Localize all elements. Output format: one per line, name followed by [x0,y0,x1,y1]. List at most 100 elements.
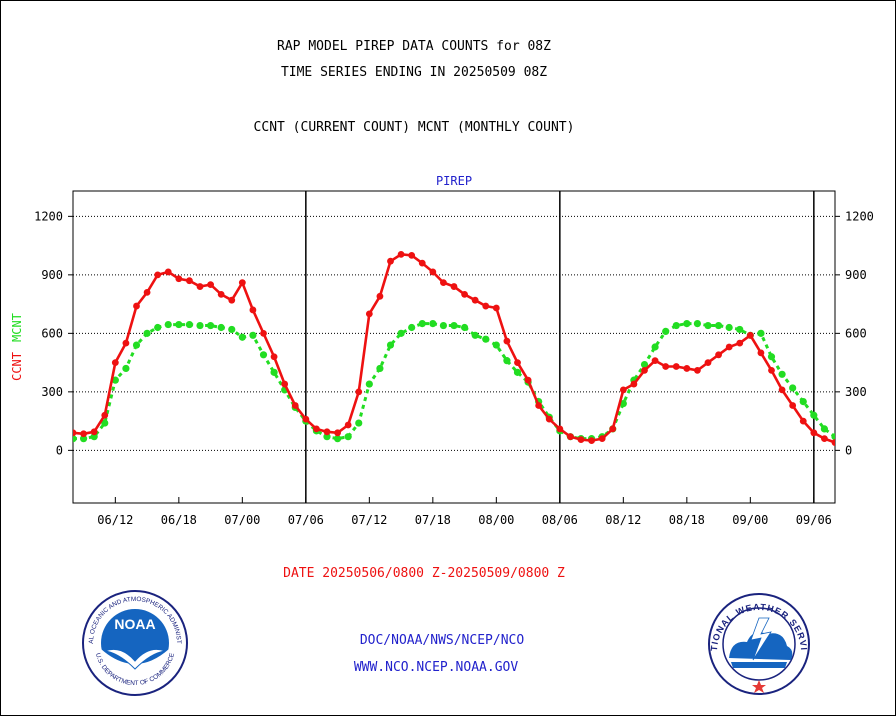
x-tick-label: 08/12 [605,513,641,527]
point-mcnt [799,398,807,406]
point-ccnt [630,380,638,388]
point-ccnt [101,411,109,419]
point-mcnt [714,321,723,330]
point-ccnt [122,339,130,347]
point-ccnt [545,415,553,423]
point-ccnt [778,386,786,394]
point-ccnt [376,292,384,300]
point-mcnt [704,321,712,330]
nws-logo: NATIONAL WEATHER SERVICE [707,592,810,695]
point-ccnt [704,359,712,366]
point-mcnt [90,433,98,441]
point-ccnt [598,435,606,443]
y-tick-label-left: 600 [41,326,63,340]
point-ccnt [164,268,172,276]
point-mcnt [344,433,352,441]
point-mcnt [619,399,627,408]
website-label: WWW.NCO.NCEP.NOAA.GOV [353,660,519,675]
point-mcnt [460,323,469,332]
point-ccnt [757,349,765,357]
x-tick-label: 07/18 [415,513,451,527]
x-tick-label: 07/06 [288,513,324,527]
x-tick-label: 06/18 [161,513,197,527]
point-mcnt [450,321,458,330]
point-ccnt [641,367,648,374]
y-tick-label-right: 1200 [845,209,874,223]
point-ccnt [73,429,77,437]
point-mcnt [175,320,183,329]
point-mcnt [789,384,797,392]
point-mcnt [831,433,835,441]
point-mcnt [376,364,384,373]
x-tick-label: 08/06 [542,513,578,527]
point-ccnt [133,302,140,310]
point-ccnt [408,251,416,259]
point-ccnt [556,425,564,433]
x-tick-label: 07/00 [224,513,260,527]
point-ccnt [799,417,807,425]
point-mcnt [196,321,204,330]
x-tick-label: 09/06 [796,513,832,527]
point-mcnt [429,320,437,328]
point-ccnt [429,268,437,276]
y-tick-label-left: 300 [41,385,63,399]
series-layer [73,250,835,446]
point-mcnt [820,425,829,433]
point-mcnt [73,435,77,443]
chart-subtitle: CCNT (CURRENT COUNT) MCNT (MONTHLY COUNT… [253,120,575,135]
point-ccnt [249,306,257,314]
x-tick-label: 07/12 [351,513,387,527]
point-ccnt [365,310,373,318]
y-label-ccnt: CCNT [10,352,24,381]
point-mcnt [143,329,151,337]
point-ccnt [291,402,299,409]
point-ccnt [238,279,246,287]
point-mcnt [206,321,215,330]
point-ccnt [450,283,458,290]
point-ccnt [471,296,479,304]
y-tick-label-right: 0 [845,443,852,457]
y-tick-label-right: 900 [845,268,867,282]
point-ccnt [344,421,352,429]
point-ccnt [80,430,87,438]
point-ccnt [694,367,701,374]
chart-title-line1: RAP MODEL PIREP DATA COUNTS for 08Z [277,39,551,54]
point-ccnt [683,365,691,372]
point-mcnt [323,433,331,441]
point-ccnt [715,351,722,359]
point-ccnt [662,363,670,370]
point-ccnt [90,428,98,436]
point-mcnt [333,435,342,443]
point-mcnt [101,419,109,427]
x-tick-label: 08/00 [478,513,514,527]
point-ccnt [492,304,500,312]
noaa-logo-text: NOAA [114,616,155,632]
point-ccnt [461,290,468,298]
point-mcnt [185,320,194,329]
point-mcnt [217,323,225,332]
point-mcnt [270,368,278,376]
point-ccnt [514,359,521,366]
point-ccnt [111,359,119,366]
point-ccnt [651,357,659,365]
point-ccnt [736,339,744,347]
point-ccnt [313,425,320,433]
chart-title-line2: TIME SERIES ENDING IN 20250509 08Z [280,65,548,80]
point-ccnt [387,257,394,265]
point-ccnt [725,343,733,351]
point-mcnt [132,341,141,349]
point-ccnt [207,281,214,288]
x-tick-label: 08/18 [669,513,705,527]
point-ccnt [440,279,447,287]
point-ccnt [831,439,835,446]
point-ccnt [334,429,341,437]
point-ccnt [355,388,363,396]
point-ccnt [196,283,204,290]
grid-layer [73,215,835,451]
point-mcnt [767,353,776,361]
y-label-mcnt: MCNT [10,313,24,342]
point-mcnt [439,321,448,330]
point-mcnt [651,343,659,351]
